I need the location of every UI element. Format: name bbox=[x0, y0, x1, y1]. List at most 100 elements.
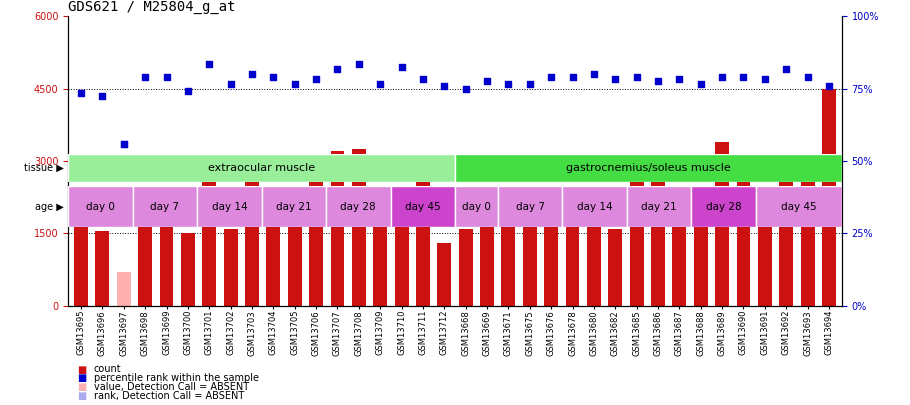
Text: count: count bbox=[94, 364, 121, 375]
Text: ■: ■ bbox=[77, 373, 86, 384]
Point bbox=[437, 83, 451, 90]
Bar bbox=[455, 186, 498, 227]
Bar bbox=[651, 159, 665, 306]
Bar bbox=[373, 224, 387, 306]
Point bbox=[180, 88, 195, 94]
Point bbox=[266, 73, 280, 80]
Text: day 0: day 0 bbox=[86, 202, 115, 211]
Point bbox=[74, 90, 88, 97]
Point bbox=[651, 78, 665, 85]
Bar bbox=[224, 228, 238, 306]
Text: day 14: day 14 bbox=[577, 202, 612, 211]
Bar bbox=[501, 221, 515, 306]
Text: ■: ■ bbox=[77, 391, 86, 401]
Bar bbox=[455, 154, 842, 182]
Bar bbox=[756, 186, 842, 227]
Bar bbox=[627, 186, 692, 227]
Text: ■: ■ bbox=[77, 382, 86, 392]
Text: day 28: day 28 bbox=[706, 202, 742, 211]
Bar bbox=[267, 224, 280, 306]
Bar bbox=[245, 171, 259, 306]
Text: day 21: day 21 bbox=[276, 202, 311, 211]
Point bbox=[501, 81, 516, 87]
Bar bbox=[480, 224, 494, 306]
Bar bbox=[562, 186, 627, 227]
Text: day 28: day 28 bbox=[340, 202, 376, 211]
Bar bbox=[523, 192, 537, 306]
Text: day 14: day 14 bbox=[212, 202, 248, 211]
Point bbox=[159, 73, 174, 80]
Point bbox=[245, 71, 259, 77]
Point bbox=[288, 81, 302, 87]
Point bbox=[116, 141, 131, 147]
Bar bbox=[197, 186, 262, 227]
Bar bbox=[96, 231, 109, 306]
Point bbox=[351, 61, 366, 68]
Bar bbox=[544, 188, 558, 306]
Bar bbox=[262, 186, 326, 227]
Bar bbox=[133, 186, 197, 227]
Point bbox=[565, 73, 580, 80]
Bar bbox=[715, 142, 729, 306]
Point bbox=[373, 81, 388, 87]
Bar bbox=[498, 186, 562, 227]
Bar bbox=[459, 228, 472, 306]
Text: day 45: day 45 bbox=[405, 202, 440, 211]
Bar bbox=[438, 243, 451, 306]
Point bbox=[715, 73, 730, 80]
Bar bbox=[390, 186, 455, 227]
Point bbox=[587, 71, 602, 77]
Point bbox=[630, 73, 644, 80]
Point bbox=[522, 81, 537, 87]
Bar bbox=[672, 221, 686, 306]
Bar bbox=[416, 171, 430, 306]
Bar bbox=[692, 186, 756, 227]
Point bbox=[736, 73, 751, 80]
Point bbox=[416, 76, 430, 82]
Text: rank, Detection Call = ABSENT: rank, Detection Call = ABSENT bbox=[94, 391, 244, 401]
Text: age ▶: age ▶ bbox=[35, 202, 64, 211]
Point bbox=[394, 64, 409, 70]
Text: gastrocnemius/soleus muscle: gastrocnemius/soleus muscle bbox=[566, 163, 731, 173]
Bar bbox=[159, 209, 174, 306]
Point bbox=[822, 83, 836, 90]
Point bbox=[138, 73, 153, 80]
Text: day 7: day 7 bbox=[516, 202, 545, 211]
Text: day 0: day 0 bbox=[462, 202, 490, 211]
Bar bbox=[330, 151, 344, 306]
Bar bbox=[822, 89, 836, 306]
Bar bbox=[587, 226, 601, 306]
Point bbox=[202, 61, 217, 68]
Text: day 45: day 45 bbox=[781, 202, 816, 211]
Bar bbox=[326, 186, 390, 227]
Bar bbox=[736, 161, 751, 306]
Text: day 21: day 21 bbox=[642, 202, 677, 211]
Bar bbox=[758, 219, 772, 306]
Point bbox=[330, 66, 345, 72]
Bar bbox=[608, 228, 622, 306]
Bar bbox=[68, 154, 455, 182]
Point bbox=[480, 78, 494, 85]
Bar bbox=[74, 224, 88, 306]
Point bbox=[800, 73, 814, 80]
Bar bbox=[288, 226, 302, 306]
Point bbox=[96, 93, 110, 99]
Text: tissue ▶: tissue ▶ bbox=[24, 163, 64, 173]
Point bbox=[544, 73, 559, 80]
Point bbox=[693, 81, 708, 87]
Text: ■: ■ bbox=[77, 364, 86, 375]
Point bbox=[308, 76, 323, 82]
Text: day 7: day 7 bbox=[150, 202, 179, 211]
Bar bbox=[395, 214, 409, 306]
Point bbox=[757, 76, 772, 82]
Bar bbox=[566, 224, 580, 306]
Point bbox=[608, 76, 622, 82]
Bar bbox=[116, 272, 131, 306]
Bar bbox=[693, 219, 708, 306]
Point bbox=[779, 66, 794, 72]
Point bbox=[459, 85, 473, 92]
Text: GDS621 / M25804_g_at: GDS621 / M25804_g_at bbox=[68, 0, 236, 14]
Point bbox=[223, 81, 238, 87]
Bar bbox=[309, 159, 323, 306]
Text: percentile rank within the sample: percentile rank within the sample bbox=[94, 373, 258, 384]
